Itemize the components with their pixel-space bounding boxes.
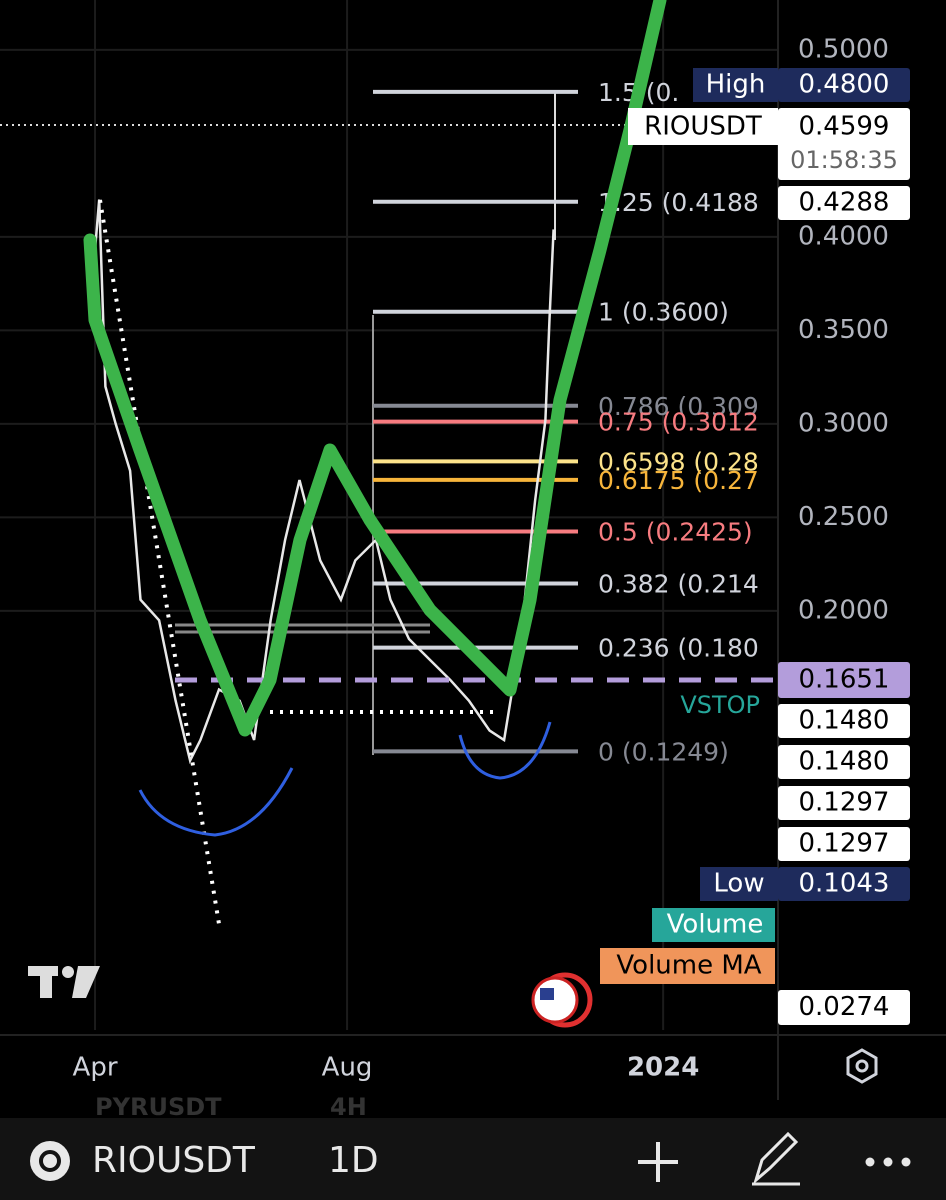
dot — [901, 1157, 911, 1167]
tag-value-box — [778, 827, 910, 861]
tag-label-box — [693, 68, 778, 102]
tag-value-box — [778, 68, 910, 102]
toolbar-symbol[interactable]: RIOUSDT — [92, 1140, 256, 1181]
symbol-icon-inner — [39, 1150, 61, 1172]
tag-label-box — [628, 108, 778, 145]
ghost-interval: 4H — [330, 1093, 367, 1121]
y-tick-label: 0.4000 — [798, 221, 889, 251]
tag-value: 0.4288 — [799, 188, 890, 218]
x-tick-label: Apr — [73, 1053, 118, 1083]
dot — [865, 1157, 875, 1167]
fib-level-label: 1.25 (0.4188 — [598, 188, 759, 217]
settings-icon[interactable] — [846, 1048, 878, 1084]
tag-value-box — [778, 704, 910, 738]
y-tick-label: 0.2500 — [798, 502, 889, 532]
symbol-icon[interactable] — [30, 1141, 70, 1181]
tag-label-box — [600, 948, 775, 984]
tag-value-box — [778, 867, 910, 901]
tag-value: 0.4599 — [799, 112, 890, 142]
tag-value: 0.1651 — [799, 665, 890, 695]
fib-level-label: 0.236 (0.180 — [598, 634, 759, 663]
hand-drawn-curve — [83, 0, 667, 737]
fib-level-label: 0.5 (0.2425) — [598, 517, 753, 546]
tag-value: 0.1297 — [799, 829, 890, 859]
tag-value: 0.1297 — [799, 788, 890, 818]
ghost-symbol: PYRUSDT — [95, 1093, 222, 1121]
tag-label-box — [700, 867, 778, 901]
tag-label: VSTOP — [680, 691, 760, 719]
fib-level-label: 0.6598 (0.28 — [598, 447, 759, 476]
tag-value: 0.1043 — [799, 869, 890, 899]
tag-value: 0.0274 — [799, 992, 890, 1022]
tag-value: 0.4800 — [799, 70, 890, 100]
x-tick-label: 2024 — [627, 1053, 699, 1083]
tag-value-box — [778, 745, 910, 779]
logo-part — [62, 966, 74, 978]
tag-value-box — [778, 662, 910, 698]
tv-logo — [28, 966, 100, 998]
tag-value-box — [778, 186, 910, 220]
flag-icon[interactable] — [531, 972, 593, 1028]
logo-part — [40, 966, 52, 998]
fib-level-label: 0 (0.1249) — [598, 737, 729, 766]
toolbar-interval[interactable]: 1D — [328, 1140, 379, 1181]
tag-label: Low — [713, 869, 764, 899]
fib-level-label: 0.75 (0.3012 — [598, 408, 759, 437]
y-tick-label: 0.2000 — [798, 595, 889, 625]
add-button[interactable] — [638, 1142, 678, 1182]
fib-level-label: 1 (0.3600) — [598, 298, 729, 327]
price-tags: High 0.4800 RIOUSDT 0.4599 01:58:35 0.4288 0.1… — [600, 68, 910, 1025]
tag-value: 0.1480 — [799, 747, 890, 777]
flag — [531, 976, 579, 1024]
flag-part — [540, 988, 554, 1000]
tag-label: Volume — [667, 910, 764, 940]
y-tick-label: 0.3000 — [798, 408, 889, 438]
tag-label-box — [652, 908, 775, 942]
fib-level-label: 0.786 (0.309 — [598, 392, 759, 421]
draw-button[interactable] — [752, 1131, 800, 1186]
bottom-toolbar — [0, 1118, 946, 1200]
tag-label: Volume MA — [616, 951, 761, 981]
fib-level-label: 0.6175 (0.27 — [598, 466, 759, 495]
tag-value-box — [778, 108, 910, 180]
tag-timer: 01:58:35 — [790, 146, 898, 174]
settings-icon-dot — [855, 1059, 869, 1073]
cup-left — [138, 767, 294, 837]
more-button[interactable] — [865, 1157, 911, 1167]
dot — [883, 1157, 893, 1167]
cup-right — [458, 721, 552, 780]
tag-value: 0.1480 — [799, 706, 890, 736]
logo-part — [72, 966, 100, 998]
tag-label: RIOUSDT — [644, 112, 762, 142]
tag-label: High — [706, 70, 766, 100]
y-tick-label: 0.3500 — [798, 315, 889, 345]
fib-level-label: 0.382 (0.214 — [598, 569, 759, 598]
y-tick-label: 0.5000 — [798, 34, 889, 64]
tag-value-box — [778, 990, 910, 1025]
x-tick-label: Aug — [322, 1053, 373, 1083]
tag-value-box — [778, 786, 910, 820]
